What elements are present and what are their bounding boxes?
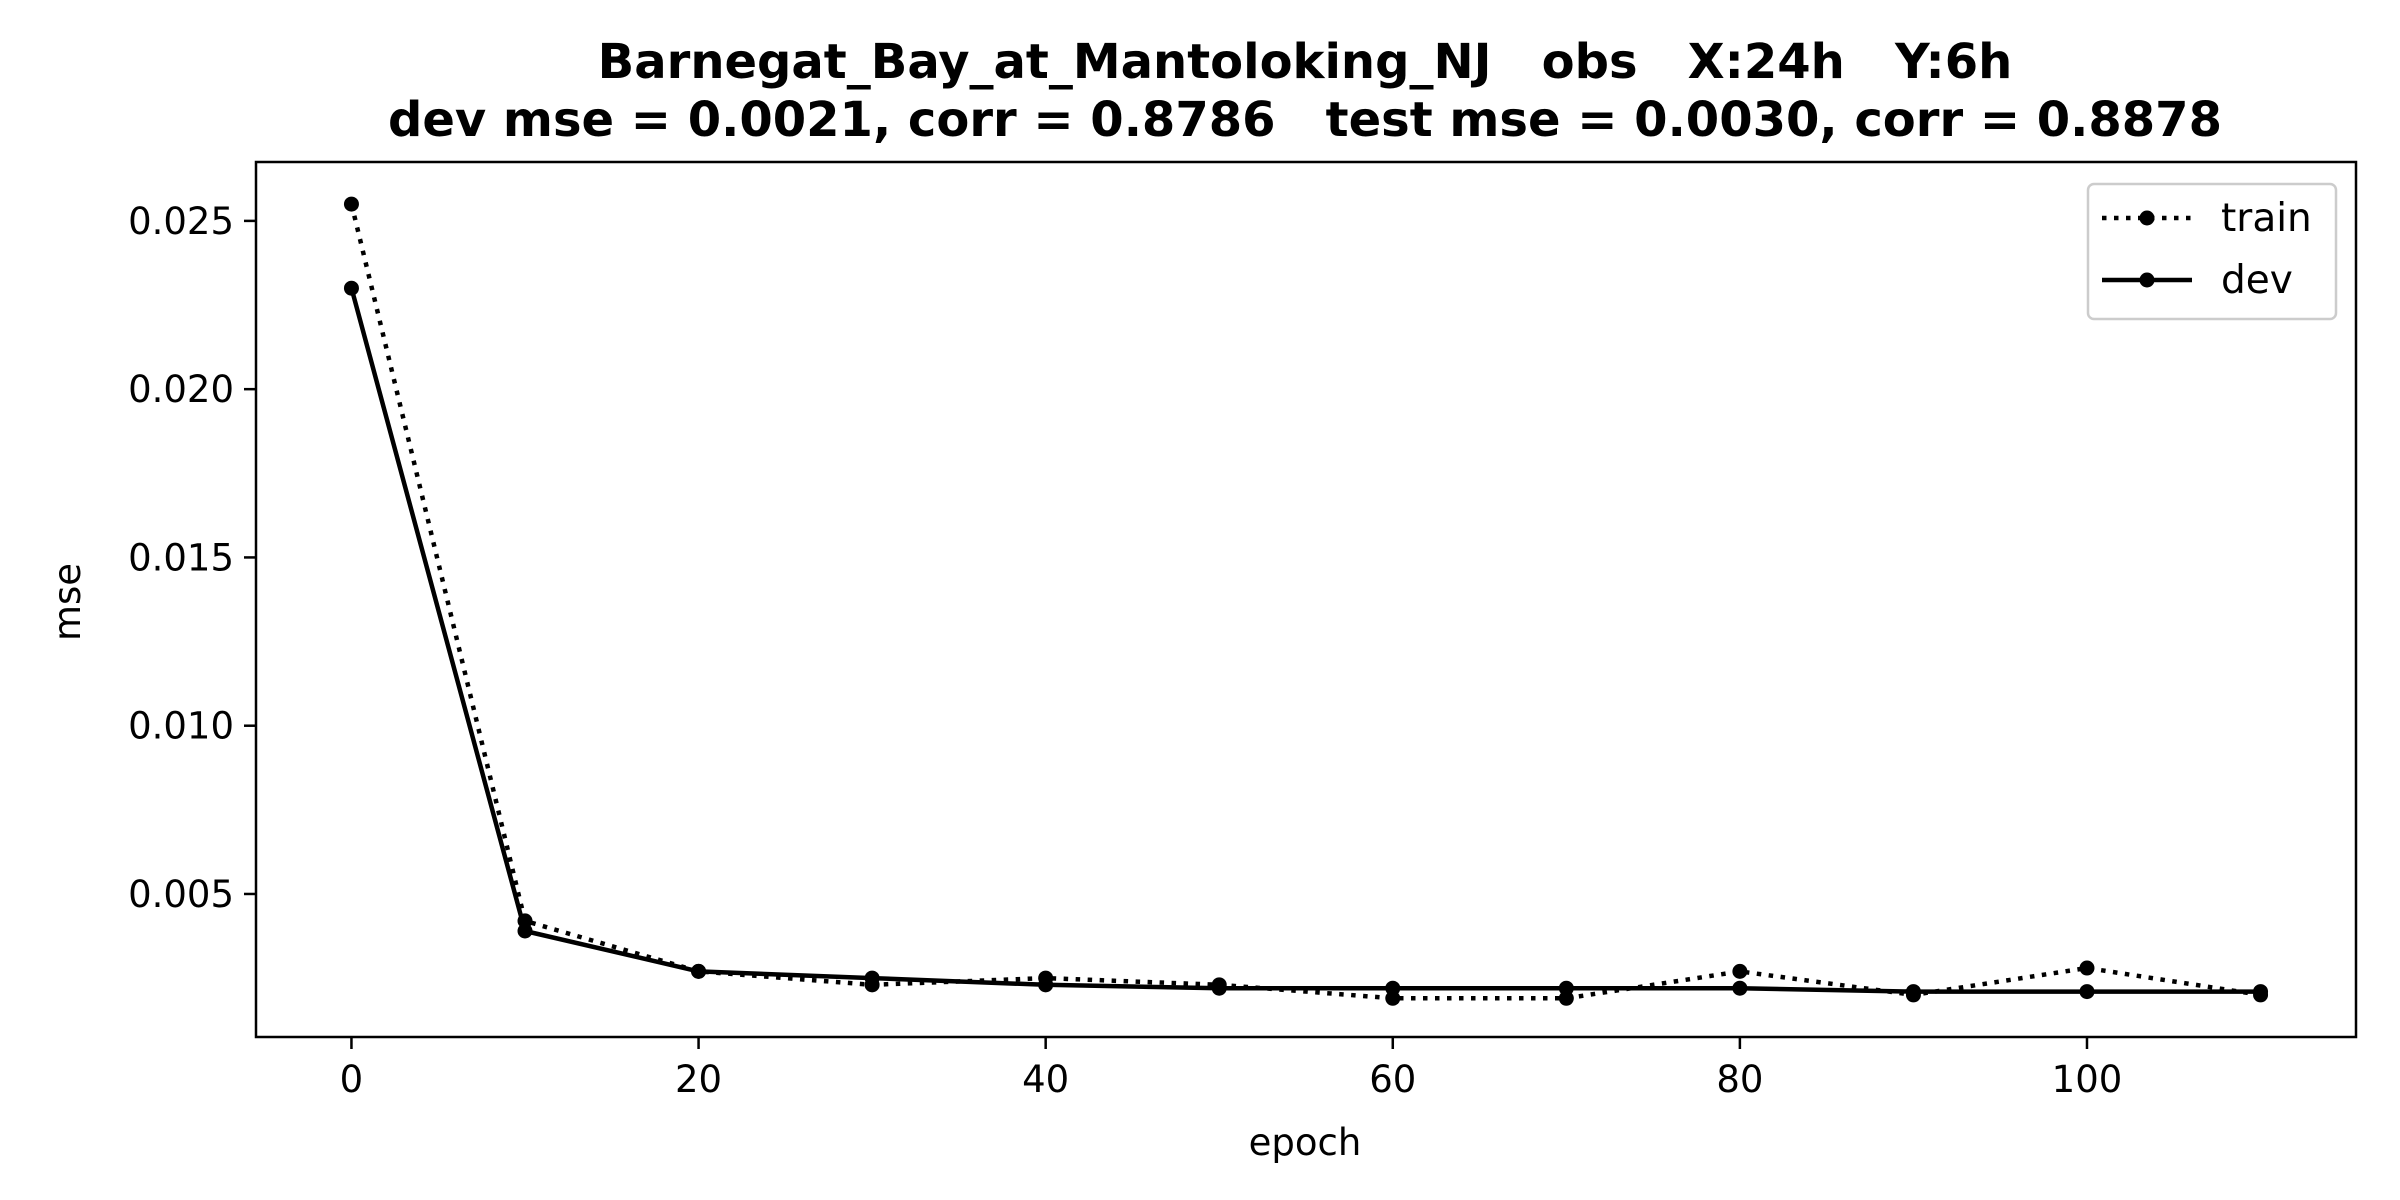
data-point-dev (2079, 984, 2095, 1000)
y-tick-label: 0.025 (128, 200, 234, 243)
x-tick-label: 80 (1716, 1058, 1763, 1101)
data-point-dev (1905, 984, 1921, 1000)
data-point-dev (2253, 984, 2269, 1000)
x-tick-label: 0 (340, 1058, 364, 1101)
legend-train-marker (2139, 210, 2155, 226)
data-point-dev (517, 923, 533, 939)
data-point-dev (864, 970, 880, 986)
series-line-train (349, 203, 2261, 1001)
data-point-dev (1558, 980, 1574, 996)
data-point-train (343, 196, 359, 212)
ticks-layer: 0 20 40 60 80 100 0.005 0.010 0.015 0.020 0.025 (128, 200, 2122, 1101)
data-point-train (1732, 963, 1748, 979)
x-tick-label: 60 (1369, 1058, 1416, 1101)
plot-frame (254, 160, 2358, 1039)
data-point-dev (1211, 980, 1227, 996)
legend-dev-marker (2139, 272, 2155, 288)
legend-train-label: train (2221, 196, 2312, 241)
data-point-dev (691, 963, 707, 979)
x-tick-label: 100 (2052, 1058, 2123, 1101)
data-point-dev (1385, 980, 1401, 996)
series-layer (343, 196, 2269, 1006)
y-tick-label: 0.015 (128, 536, 234, 579)
y-tick-label: 0.005 (128, 873, 234, 916)
chart-title-line2: dev mse = 0.0021, corr = 0.8786 test mse… (388, 92, 2222, 148)
data-point-dev (1038, 977, 1054, 993)
x-tick-label: 40 (1022, 1058, 1069, 1101)
data-point-dev (343, 280, 359, 296)
data-point-train (2079, 960, 2095, 976)
y-axis-label: mse (46, 563, 89, 641)
chart-title-line1: Barnegat_Bay_at_Mantoloking_NJ obs X:24h… (598, 34, 2013, 90)
y-tick-label: 0.020 (128, 368, 234, 411)
data-point-dev (1732, 980, 1748, 996)
x-tick-label: 20 (675, 1058, 722, 1101)
y-tick-label: 0.010 (128, 705, 234, 748)
legend: train dev (2086, 182, 2338, 321)
series-line-dev (349, 287, 2261, 994)
legend-dev-label: dev (2221, 258, 2293, 303)
x-axis-label: epoch (1249, 1121, 1362, 1164)
